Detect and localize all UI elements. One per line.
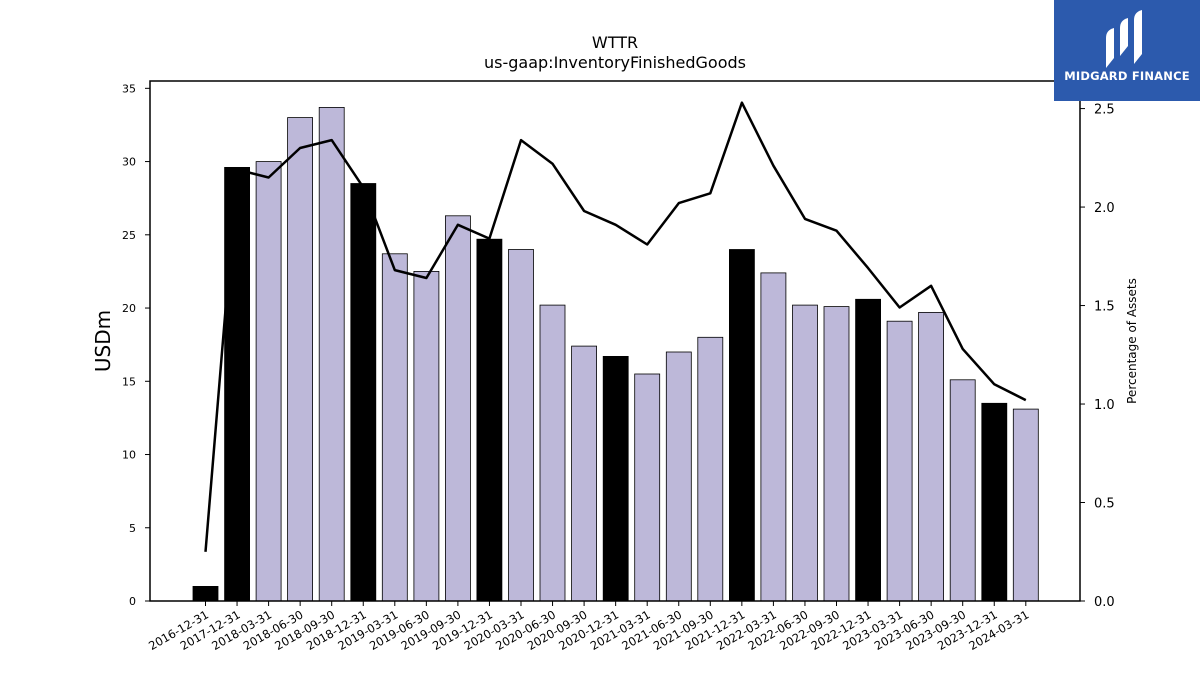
left-axis-ticks: 0 5 10 15 20 25 30 35	[122, 82, 150, 608]
y-tick-label: 0	[129, 595, 136, 608]
bar-2019-06-30	[413, 270, 440, 602]
y2-axis-label: Percentage of Assets	[1125, 278, 1139, 404]
y2-tick-label: 1.5	[1094, 300, 1115, 315]
bar-2021-06-30	[665, 351, 692, 602]
bar-2020-12-31	[602, 355, 629, 602]
y-tick-label: 15	[122, 375, 136, 388]
bar-2016-12-31	[192, 586, 219, 602]
y2-tick-label: 2.0	[1094, 201, 1115, 216]
bar-2023-12-31	[981, 402, 1008, 602]
y-tick-label: 30	[122, 156, 136, 169]
bar-2020-03-31	[508, 249, 534, 602]
y-tick-label: 5	[129, 522, 136, 535]
bar-2022-09-30	[823, 306, 850, 602]
logo-text: MIDGARD FINANCE	[1064, 69, 1190, 83]
y-tick-label: 25	[122, 229, 136, 242]
plot-frame	[149, 80, 1081, 602]
logo-mark-icon	[1106, 10, 1142, 68]
bar-2020-09-30	[571, 345, 597, 602]
bar-2019-03-31	[381, 253, 408, 602]
bar-2019-12-31	[476, 238, 503, 602]
y2-tick-label: 2.5	[1094, 103, 1115, 118]
right-axis-ticks: 0.0 0.5 1.0 1.5 2.0 2.5	[1080, 103, 1115, 610]
bar-2019-09-30	[444, 215, 471, 602]
bar-2020-06-30	[539, 304, 566, 602]
y2-tick-label: 1.0	[1094, 398, 1115, 413]
bar-2023-09-30	[949, 379, 976, 602]
y-axis-label: USDm	[91, 310, 115, 372]
bar-2018-12-31	[350, 183, 377, 602]
bar-2017-12-31	[224, 166, 251, 602]
x-axis-ticks: 2016-12-312017-12-312018-03-312018-06-30…	[146, 601, 1031, 653]
bar-2018-03-31	[255, 161, 282, 602]
logo: MIDGARD FINANCE	[1054, 0, 1200, 101]
bar-2022-12-31	[855, 298, 881, 602]
bar-2018-09-30	[318, 107, 345, 602]
bar-2023-03-31	[886, 320, 913, 602]
bar-2021-12-31	[729, 249, 755, 602]
y-tick-label: 10	[122, 449, 136, 462]
y2-tick-label: 0.5	[1094, 497, 1115, 512]
bar-2021-09-30	[697, 336, 724, 602]
percentage-line	[204, 101, 1027, 552]
y2-tick-label: 0.0	[1094, 595, 1115, 610]
y-tick-label: 35	[122, 82, 136, 95]
bar-2024-03-31	[1012, 408, 1039, 602]
bar-2021-03-31	[634, 373, 661, 602]
chart-title: WTTR	[592, 33, 638, 52]
bar-2023-06-30	[918, 311, 944, 602]
chart-subtitle: us-gaap:InventoryFinishedGoods	[484, 53, 746, 72]
bar-2022-03-31	[760, 272, 787, 602]
bars	[192, 107, 1039, 602]
y-tick-label: 20	[122, 302, 136, 315]
percentage-line-path	[204, 101, 1027, 552]
bar-2018-06-30	[287, 117, 314, 602]
bar-2022-06-30	[792, 304, 818, 602]
